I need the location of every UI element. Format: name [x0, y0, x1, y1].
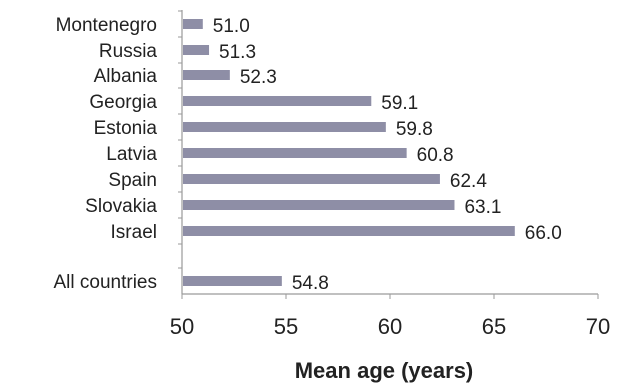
chart-bars: [183, 19, 515, 286]
value-label: 66.0: [525, 223, 562, 244]
category-label: Albania: [94, 66, 158, 87]
bar: [183, 226, 515, 236]
category-labels: Montenegro Russia Albania Georgia Estonia Lat…: [54, 15, 158, 293]
category-label: Estonia: [94, 118, 158, 139]
bar: [183, 276, 282, 286]
bar: [183, 45, 210, 55]
value-label: 51.0: [213, 16, 250, 37]
category-label: Montenegro: [56, 15, 157, 36]
value-label: 54.8: [292, 273, 329, 294]
value-label: 63.1: [464, 197, 501, 218]
category-label: Georgia: [89, 92, 157, 113]
value-label: 52.3: [240, 67, 277, 88]
x-tick-label: 55: [274, 314, 298, 339]
value-labels: 51.0 51.3 52.3 59.1 59.8 60.8 62.4 63.1 66.0 54.8: [213, 16, 562, 294]
x-tick-labels: 50 55 60 65 70: [170, 314, 610, 339]
chart-axes: [178, 10, 599, 299]
value-label: 60.8: [417, 145, 454, 166]
category-label: Latvia: [106, 144, 157, 165]
x-tick-label: 65: [482, 314, 506, 339]
bar: [183, 70, 230, 80]
x-axis-title: Mean age (years): [295, 358, 474, 383]
category-label: All countries: [54, 272, 158, 293]
value-label: 51.3: [219, 42, 256, 63]
bar: [183, 19, 203, 29]
bar: [183, 174, 440, 184]
category-label: Russia: [99, 41, 158, 62]
bar: [183, 122, 386, 132]
x-tick-label: 70: [586, 314, 610, 339]
bar: [183, 200, 455, 210]
value-label: 59.8: [396, 119, 433, 140]
category-label: Israel: [111, 222, 157, 243]
value-label: 59.1: [381, 93, 418, 114]
category-label: Slovakia: [85, 196, 157, 217]
bar: [183, 96, 372, 106]
x-tick-label: 60: [378, 314, 402, 339]
bar: [183, 148, 407, 158]
value-label: 62.4: [450, 171, 487, 192]
x-tick-label: 50: [170, 314, 194, 339]
category-label: Spain: [108, 170, 157, 191]
